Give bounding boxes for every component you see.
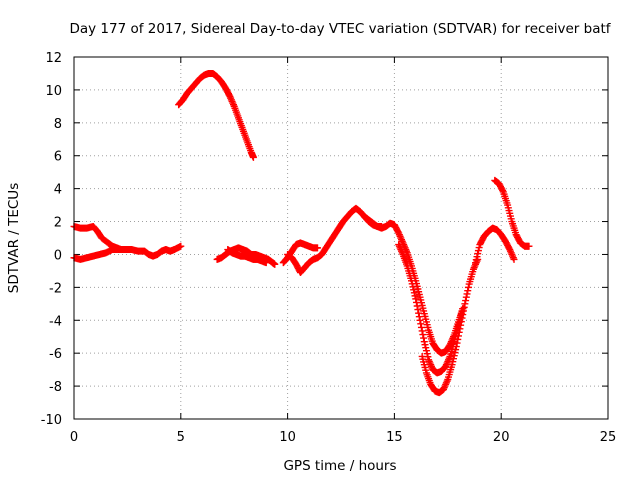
data-point <box>455 328 463 336</box>
data-point <box>414 306 422 314</box>
y-axis-title: SDTVAR / TECUs <box>6 183 22 293</box>
data-point <box>456 325 464 333</box>
y-tick-label: -4 <box>49 314 62 329</box>
data-point <box>177 242 185 250</box>
data-point <box>271 260 279 268</box>
x-tick-label: 25 <box>600 430 617 445</box>
data-series-12 <box>491 176 533 250</box>
y-tick-label: 8 <box>54 117 62 132</box>
data-point <box>462 293 470 301</box>
data-point <box>463 290 471 298</box>
data-point <box>420 334 428 342</box>
y-tick-label: 6 <box>54 150 62 165</box>
x-tick-label: 5 <box>177 430 185 445</box>
data-point <box>415 313 423 321</box>
data-point <box>262 259 270 267</box>
data-series-3 <box>175 69 257 161</box>
y-tick-label: 10 <box>45 84 62 99</box>
data-point <box>417 323 425 331</box>
data-point <box>457 318 465 326</box>
data-point <box>412 298 420 306</box>
y-tick-label: 12 <box>45 51 62 66</box>
data-point <box>452 343 460 351</box>
y-tick-label: -2 <box>49 281 62 296</box>
x-tick-label: 10 <box>279 430 296 445</box>
data-point <box>415 309 423 317</box>
y-tick-label: 0 <box>54 248 62 263</box>
x-tick-labels: 0 5 10 15 20 25 <box>70 430 616 445</box>
y-tick-labels: 12 10 8 6 4 2 0 -2 -4 -6 -8 -10 <box>41 51 62 428</box>
y-tick-label: 4 <box>54 183 62 198</box>
data-point <box>314 244 322 252</box>
data-series-2 <box>70 242 185 263</box>
y-tick-label: -10 <box>41 413 62 428</box>
x-tick-label: 15 <box>386 430 403 445</box>
y-tick-label: -6 <box>49 347 62 362</box>
plot-frame <box>73 56 609 420</box>
data-point <box>417 320 425 328</box>
grid-lines <box>74 57 608 419</box>
y-tick-label: -8 <box>49 380 62 395</box>
data-point <box>462 297 470 305</box>
data-point <box>454 332 462 340</box>
data-point <box>459 307 467 315</box>
data-point <box>460 303 468 311</box>
data-point <box>453 339 461 347</box>
data-point <box>464 283 472 291</box>
data-point <box>510 255 518 263</box>
x-tick-label: 20 <box>493 430 510 445</box>
data-series-5 <box>224 246 270 267</box>
data-point <box>419 331 427 339</box>
data-point <box>412 295 420 303</box>
data-points <box>70 69 533 397</box>
data-point <box>458 314 466 322</box>
data-point <box>416 316 424 324</box>
y-tick-label: 2 <box>54 216 62 231</box>
x-axis-title: GPS time / hours <box>283 458 396 474</box>
data-point <box>249 153 257 161</box>
data-point <box>454 335 462 343</box>
chart-title: Day 177 of 2017, Sidereal Day-to-day VTE… <box>69 21 611 37</box>
data-point <box>457 321 465 329</box>
data-point <box>525 242 533 250</box>
data-point <box>499 187 507 195</box>
data-point <box>464 287 472 295</box>
data-series-11 <box>472 224 518 267</box>
data-point <box>461 300 469 308</box>
data-point <box>413 302 421 310</box>
x-tick-label: 0 <box>70 430 78 445</box>
data-series-10 <box>418 255 482 397</box>
data-point <box>459 311 467 319</box>
data-point <box>418 327 426 335</box>
